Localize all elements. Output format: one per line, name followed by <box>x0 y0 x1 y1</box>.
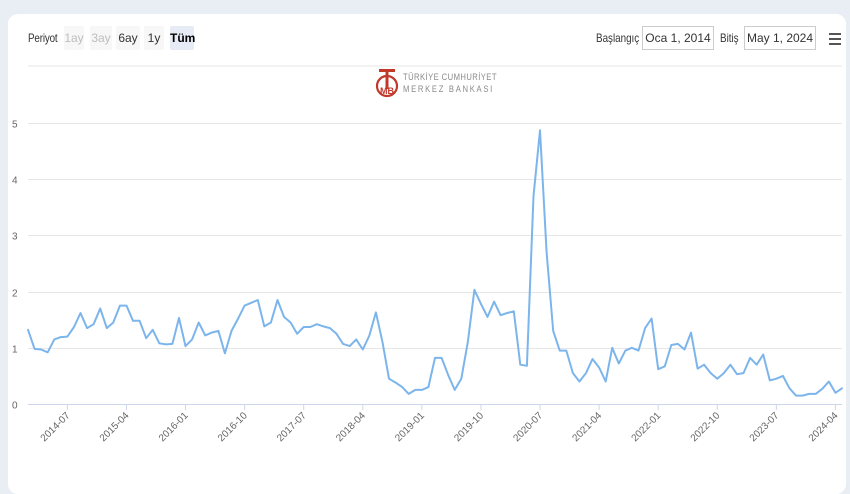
period-1-month-button[interactable]: 1ay <box>64 26 84 50</box>
y-tick-label: 5 <box>12 120 18 131</box>
svg-text:MB: MB <box>380 86 394 96</box>
start-date-input[interactable]: Oca 1, 2014 <box>642 26 714 50</box>
chart-toolbar: Periyot 1ay 3ay 6ay 1y Tüm Başlangıç Oca… <box>8 14 846 64</box>
x-tick-label: 2017-07 <box>275 410 309 444</box>
tcmb-logo-icon: MB <box>375 69 399 98</box>
period-1-year-button[interactable]: 1y <box>144 26 164 50</box>
x-tick-label: 2022-10 <box>689 410 723 444</box>
end-date-input[interactable]: May 1, 2024 <box>744 26 816 50</box>
x-tick-label: 2019-10 <box>452 410 486 444</box>
logo-line-2: MERKEZ BANKASI <box>403 84 494 94</box>
logo-line-1: TÜRKİYE CUMHURİYET <box>403 72 497 82</box>
x-tick-label: 2014-07 <box>39 410 73 444</box>
start-date-label: Başlangıç <box>596 31 640 45</box>
x-tick-label: 2020-07 <box>511 410 545 444</box>
x-tick-label: 2019-01 <box>393 410 427 444</box>
y-tick-label: 1 <box>12 345 18 356</box>
tcmb-logo: MB TÜRKİYE CUMHURİYET MERKEZ BANKASI <box>375 67 497 103</box>
y-tick-label: 3 <box>12 232 18 243</box>
x-tick-label: 2018-04 <box>334 410 368 444</box>
period-3-month-button[interactable]: 3ay <box>90 26 112 50</box>
hamburger-menu-icon[interactable] <box>829 33 841 47</box>
end-date-label: Bitiş <box>720 31 739 45</box>
period-label: Periyot <box>28 31 58 45</box>
y-tick-label: 2 <box>12 289 18 300</box>
x-tick-label: 2024-04 <box>807 410 841 444</box>
x-tick-label: 2016-01 <box>157 410 191 444</box>
y-tick-label: 4 <box>12 176 18 187</box>
x-tick-label: 2016-10 <box>216 410 250 444</box>
chart-panel: Periyot 1ay 3ay 6ay 1y Tüm Başlangıç Oca… <box>8 14 846 494</box>
line-chart: 0 1 2 3 4 5 2014-07 2015-04 2016-01 2016-10 2017-0… <box>12 65 843 444</box>
period-all-button[interactable]: Tüm <box>170 26 195 50</box>
x-tick-label: 2023-07 <box>748 410 782 444</box>
y-tick-label: 0 <box>12 401 18 412</box>
x-tick-label: 2022-01 <box>630 410 664 444</box>
x-tick-label: 2021-04 <box>571 410 605 444</box>
x-tick-label: 2015-04 <box>98 410 132 444</box>
period-6-month-button[interactable]: 6ay <box>116 26 140 50</box>
series-line-0 <box>27 129 843 397</box>
